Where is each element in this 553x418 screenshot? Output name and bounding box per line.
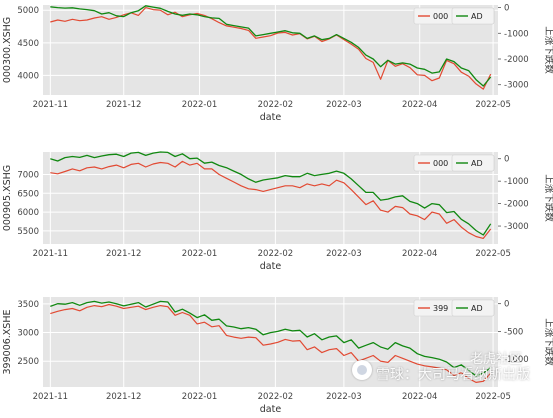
series-line-ad: [50, 300, 492, 377]
y-axis-label: 000905.XSHG: [2, 165, 13, 231]
x-tick-label: 2022-01: [182, 249, 218, 259]
right-tick-label: -3000: [504, 222, 529, 232]
x-tick-label: 2022-04: [402, 100, 438, 110]
legend-label-index: 000: [433, 12, 448, 21]
legend-box-ad: [451, 154, 495, 172]
y-tick-label: 6000: [17, 208, 39, 218]
x-tick-label: 2022-03: [326, 100, 362, 110]
x-tick-label: 2022-04: [402, 392, 438, 402]
right-tick-label: -1000: [504, 355, 529, 365]
x-axis-label: date: [260, 112, 282, 123]
y-tick-label: 6500: [17, 189, 39, 199]
legend-label-ad: AD: [471, 159, 483, 168]
y-axis-right-label: 上涨下跌数: [543, 174, 553, 222]
legend: 000 AD: [413, 154, 495, 172]
x-tick-label: 2022-03: [326, 392, 362, 402]
x-axis-label: date: [260, 404, 282, 415]
right-tick-label: -2000: [504, 200, 529, 210]
chart-panel-1: 2021-11 2021-12 2022-01 2022-02 2022-03 2022-…: [2, 4, 553, 123]
y-tick-label: 3000: [17, 329, 39, 339]
right-tick-label: 0: [504, 155, 509, 165]
legend-label-index: 399: [433, 304, 448, 313]
y-tick-label: 5000: [17, 6, 39, 16]
series-line-index: [50, 160, 492, 239]
x-tick-label: 2022-05: [475, 392, 511, 402]
x-tick-label: 2022-02: [258, 100, 294, 110]
right-tick-label: -500: [504, 327, 523, 337]
x-tick-label: 2022-04: [402, 249, 438, 259]
y-tick-label: 3500: [17, 300, 39, 310]
y-tick-label: 2500: [17, 357, 39, 367]
legend-box-ad: [451, 299, 495, 317]
x-tick-label: 2021-11: [33, 392, 69, 402]
x-axis-label: date: [260, 261, 282, 272]
chart-panel-3: 2021-11 2021-12 2022-01 2022-02 2022-03 2022-…: [2, 297, 553, 415]
x-tick-label: 2022-01: [182, 100, 218, 110]
series-line-ad: [50, 5, 492, 87]
right-tick-label: -3000: [504, 81, 529, 91]
legend-label-index: 000: [433, 159, 448, 168]
y-axis-right-label: 上涨下跌数: [543, 318, 553, 366]
x-tick-label: 2021-11: [33, 100, 69, 110]
y-tick-label: 4000: [17, 71, 39, 81]
x-tick-label: 2022-03: [326, 249, 362, 259]
legend-box-ad: [451, 7, 495, 25]
y-axis-label: 000300.XSHG: [2, 17, 13, 83]
y-tick-label: 5500: [17, 227, 39, 237]
legend: 000 AD: [413, 7, 495, 25]
series-line-index: [50, 303, 492, 383]
y-tick-label: 7000: [17, 171, 39, 181]
legend-label-ad: AD: [471, 12, 483, 21]
x-tick-label: 2022-05: [475, 249, 511, 259]
y-tick-label: 4500: [17, 39, 39, 49]
series-line-ad: [50, 151, 492, 236]
x-tick-label: 2022-01: [182, 392, 218, 402]
y-axis-label: 399006.XSHE: [2, 310, 13, 375]
right-tick-label: 0: [504, 300, 509, 310]
legend: 399 AD: [413, 299, 495, 317]
y-axis-right-label: 上涨下跌数: [543, 26, 553, 74]
right-tick-label: -2000: [504, 55, 529, 65]
right-tick-label: -1000: [504, 29, 529, 39]
x-tick-label: 2022-05: [475, 100, 511, 110]
x-tick-label: 2022-02: [258, 249, 294, 259]
right-tick-label: -1000: [504, 177, 529, 187]
x-tick-label: 2022-02: [258, 392, 294, 402]
series-line-index: [50, 7, 492, 90]
x-tick-label: 2021-12: [106, 392, 142, 402]
watermark-logo: [352, 360, 372, 380]
x-tick-label: 2021-12: [106, 249, 142, 259]
chart-panel-2: 2021-11 2021-12 2022-01 2022-02 2022-03 2022-…: [2, 151, 553, 272]
right-tick-label: 0: [504, 4, 509, 14]
x-tick-label: 2021-12: [106, 100, 142, 110]
legend-label-ad: AD: [471, 304, 483, 313]
x-tick-label: 2021-11: [33, 249, 69, 259]
